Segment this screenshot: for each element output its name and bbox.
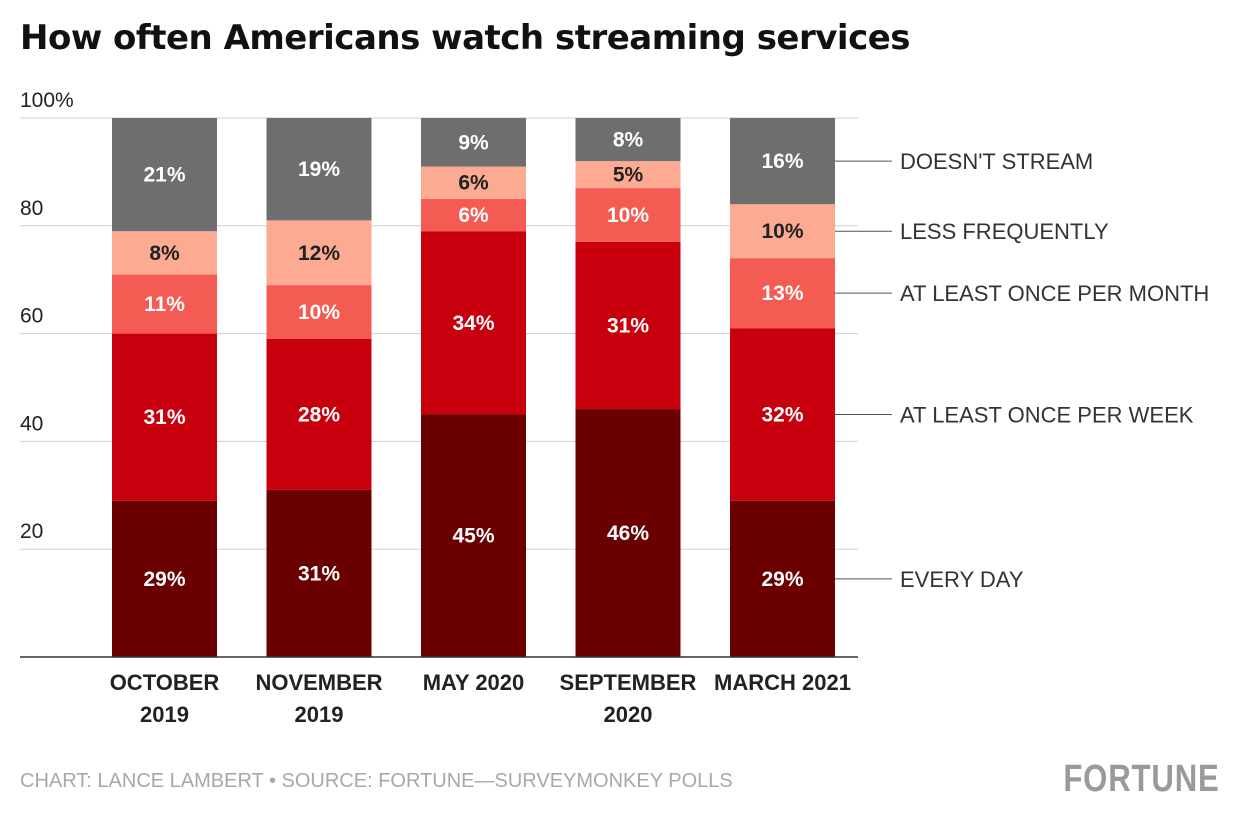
bar-segment (575, 409, 681, 657)
y-tick-label: 80 (20, 197, 43, 220)
segment-value-label: 32% (761, 403, 803, 426)
y-tick-label: 60 (20, 305, 43, 328)
bar-segment (421, 414, 526, 657)
bars (112, 118, 835, 657)
bar-segment (112, 500, 217, 657)
bar-segment (575, 118, 681, 162)
segment-value-label: 45% (452, 525, 494, 548)
bar-segment (266, 489, 372, 657)
segment-value-label: 9% (458, 131, 489, 154)
x-tick-label: 2019 (140, 702, 189, 727)
segment-value-label: 12% (298, 242, 340, 265)
x-tick-label: SEPTEMBER (560, 670, 697, 695)
stacked-bar-chart: 20 40 60 80 100% 29% 31% 11% 8% 21% 31% 28% 10% 12% 1… (20, 89, 1209, 727)
bar-segment (575, 161, 681, 189)
segment-value-label: 6% (458, 204, 489, 227)
segment-value-label: 8% (613, 129, 644, 152)
bar-segment (266, 118, 372, 221)
legend-label: AT LEAST ONCE PER MONTH (900, 281, 1209, 306)
x-tick-label: MARCH 2021 (714, 670, 851, 695)
segment-value-label: 46% (607, 522, 649, 545)
bar-segment (575, 188, 681, 242)
segment-value-label: 29% (761, 568, 803, 591)
segment-value-label: 21% (143, 164, 185, 187)
segment-value-label: 8% (149, 242, 180, 265)
bar-segment (112, 274, 217, 334)
y-tick-label: 20 (20, 520, 43, 543)
bar-segment (112, 333, 217, 501)
bar-segment (421, 166, 526, 199)
bar-segment (112, 231, 217, 275)
segment-value-label: 13% (761, 282, 803, 305)
bar-segment (575, 241, 681, 410)
segment-value-label: 11% (144, 293, 185, 316)
segment-value-label: 5% (613, 164, 644, 187)
segment-value-label: 16% (761, 150, 803, 173)
x-tick-label: 2019 (295, 702, 344, 727)
bar-segment (730, 118, 835, 205)
segment-value-label: 6% (458, 172, 489, 195)
bar-segment (421, 198, 526, 232)
legend: EVERY DAY AT LEAST ONCE PER WEEK AT LEAST … (835, 149, 1209, 592)
x-tick-label: 2020 (604, 702, 653, 727)
bar-segment (266, 285, 372, 339)
x-tick-label: OCTOBER (110, 670, 220, 695)
legend-label: AT LEAST ONCE PER WEEK (900, 402, 1194, 427)
bar-segment (112, 118, 217, 232)
segment-value-label: 19% (298, 158, 340, 181)
x-tick-label: MAY 2020 (423, 670, 525, 695)
x-tick-label: NOVEMBER (255, 670, 382, 695)
legend-label: EVERY DAY (900, 567, 1024, 592)
segment-value-label: 31% (143, 406, 185, 429)
bar-segment (730, 204, 835, 259)
bar-segment (266, 338, 372, 490)
source-credit: CHART: LANCE LAMBERT • SOURCE: FORTUNE—S… (20, 770, 733, 792)
bar-segment (421, 231, 526, 415)
y-axis-ticks: 20 40 60 80 100% (20, 89, 74, 543)
segment-labels: 29% 31% 11% 8% 21% 31% 28% 10% 12% 19% 45% 34% 6% 6% 9… (143, 129, 803, 591)
segment-value-label: 34% (452, 312, 494, 335)
segment-value-label: 31% (298, 562, 340, 585)
y-tick-label: 100% (20, 89, 74, 112)
bar-segment (266, 220, 372, 286)
segment-value-label: 28% (298, 403, 340, 426)
y-tick-label: 40 (20, 412, 43, 435)
chart-title: How often Americans watch streaming serv… (20, 18, 911, 58)
segment-value-label: 10% (607, 204, 649, 227)
bar-segment (421, 118, 526, 167)
bar-segment (730, 258, 835, 329)
segment-value-label: 29% (143, 568, 185, 591)
segment-value-label: 31% (607, 315, 649, 338)
legend-label: LESS FREQUENTLY (900, 219, 1109, 244)
x-axis-labels: OCTOBER 2019 NOVEMBER 2019 MAY 2020 SEPTEMBER… (110, 670, 851, 727)
bar-segment (730, 328, 835, 501)
segment-value-label: 10% (298, 301, 340, 324)
bar-segment (730, 500, 835, 657)
brand-logo: FORTUNE (1063, 758, 1220, 800)
segment-value-label: 10% (761, 220, 803, 243)
legend-label: DOESN'T STREAM (900, 149, 1093, 174)
